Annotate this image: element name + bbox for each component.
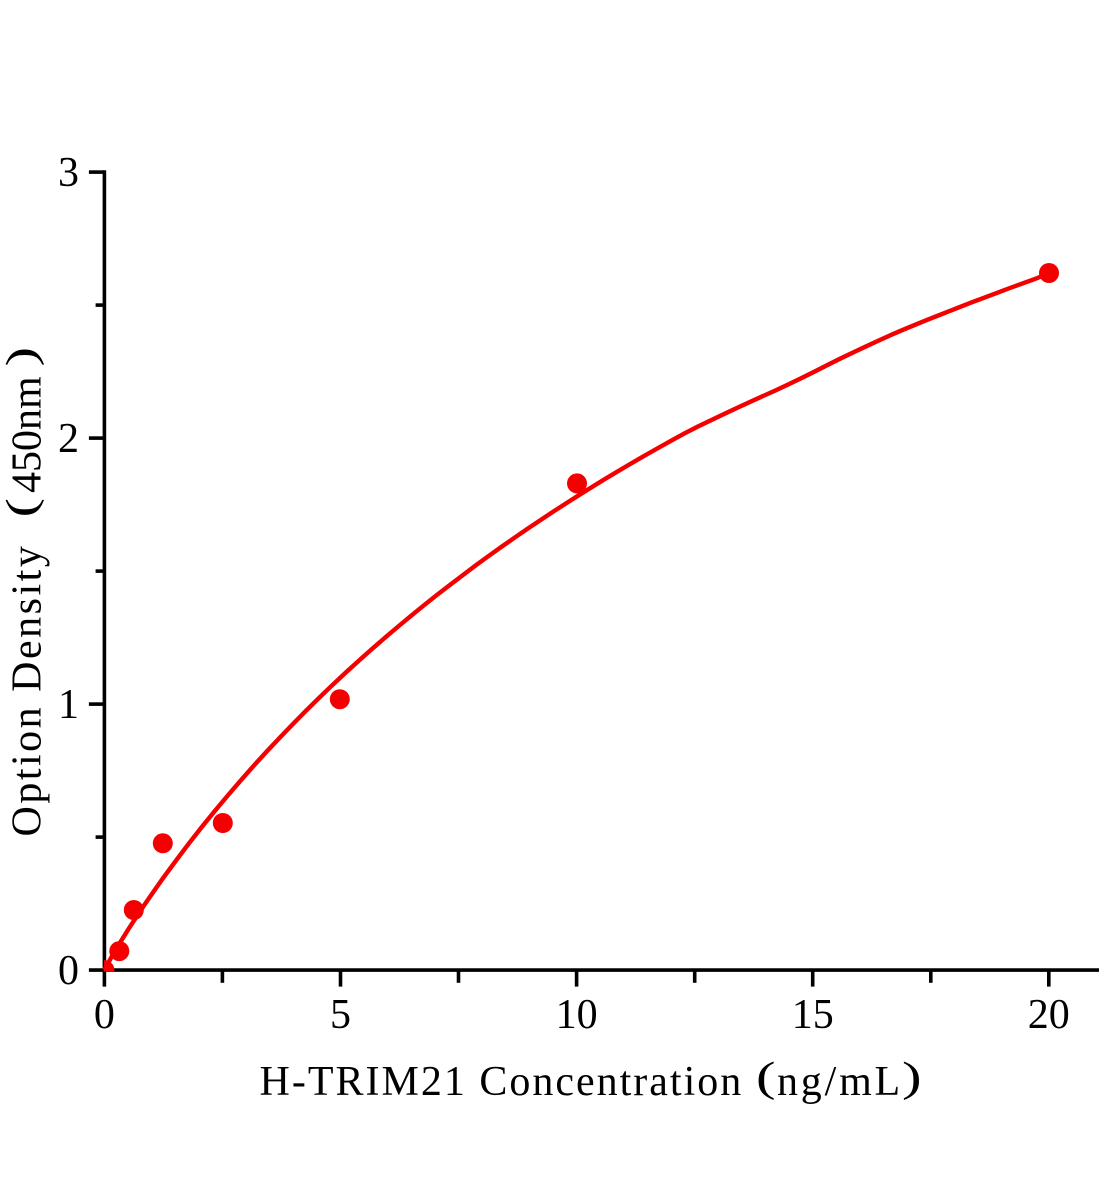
svg-text:Option Density 450nm: Option Density 450nm — [5, 376, 51, 837]
svg-text:): ) — [0, 347, 45, 367]
svg-text:(: ( — [0, 498, 45, 518]
svg-text:H-TRIM21 Concentration ng/: H-TRIM21 Concentration ng/mL — [260, 1059, 904, 1105]
svg-text:0: 0 — [58, 948, 79, 994]
svg-text:5: 5 — [330, 992, 351, 1038]
svg-text:15: 15 — [792, 992, 834, 1038]
svg-text:3: 3 — [58, 150, 79, 196]
svg-text:): ) — [902, 1054, 922, 1101]
svg-text:0: 0 — [94, 992, 115, 1038]
svg-text:1: 1 — [58, 682, 79, 728]
svg-text:10: 10 — [556, 992, 598, 1038]
svg-text:(: ( — [756, 1054, 776, 1101]
svg-text:2: 2 — [58, 416, 79, 462]
svg-text:20: 20 — [1028, 992, 1070, 1038]
